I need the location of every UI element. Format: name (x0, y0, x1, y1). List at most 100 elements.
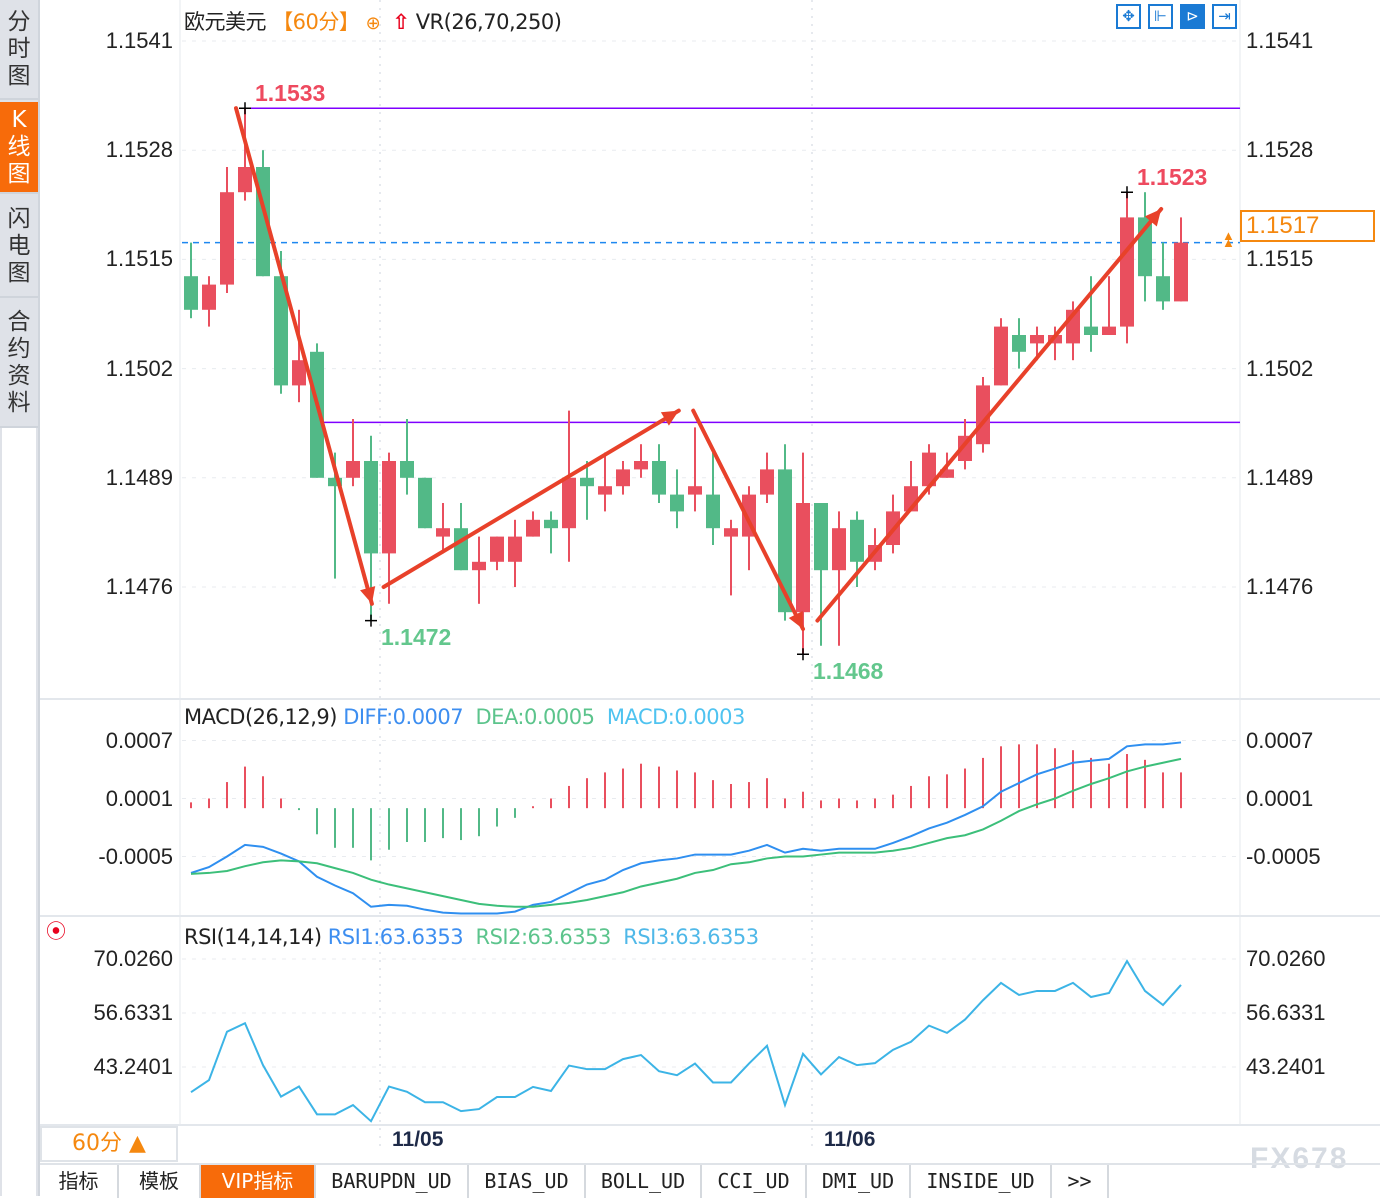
candle-body (598, 486, 612, 495)
sidebar-item-flash-chart[interactable]: 闪电图 (0, 196, 38, 298)
candle-body (616, 469, 630, 487)
watermark-logo: FX678 (1250, 1142, 1349, 1175)
crosshair-circle-icon[interactable]: ⊕ (365, 13, 381, 34)
candle-body (328, 477, 342, 487)
scroll-right-icon: ⊳ (1186, 8, 1199, 25)
candle-body (634, 461, 648, 470)
period-label: 【60分】 (272, 10, 360, 34)
date-label: 11/05 (392, 1128, 444, 1151)
candle-body (652, 461, 666, 495)
sidebar-item-label: 分时图 (7, 8, 31, 89)
y-axis-tick-label: 1.1476 (105, 574, 173, 599)
y-axis-tick-label: 1.1476 (1246, 574, 1314, 599)
candle-body (544, 519, 558, 529)
macd-name: MACD(26,12,9) (184, 705, 338, 729)
diff-line (190, 741, 1182, 915)
arrowhead-icon (660, 410, 679, 426)
sidebar-item-kline[interactable]: K线图 (0, 102, 38, 194)
candle-body (274, 276, 288, 386)
candle-body (1084, 326, 1098, 335)
y-axis-tick-label: 1.1502 (105, 355, 173, 381)
scroll-left-icon: ⊩ (1153, 8, 1168, 25)
crosshair-button[interactable]: ✥ (1116, 4, 1141, 29)
red-up-arrow-icon: ⇧ (392, 10, 410, 34)
horizontal-levels (245, 107, 1240, 424)
y-axis-tick-label: -0.0005 (1246, 843, 1321, 869)
y-axis-tick-label: 1.1541 (1246, 28, 1314, 53)
candle-body (526, 519, 540, 537)
rsi-name: RSI(14,14,14) (184, 925, 322, 949)
jump-to-end-button[interactable]: ⇥ (1212, 4, 1237, 29)
rsi-pane (190, 959, 1182, 1123)
tab-more[interactable]: >> (1052, 1165, 1109, 1198)
candle-body (472, 561, 486, 571)
candle-body (346, 461, 360, 478)
candles (184, 102, 1188, 661)
symbol-name: 欧元美元 (184, 10, 267, 34)
recent-high-label: 1.1523 (1137, 164, 1208, 190)
tab-vip-indicators[interactable]: VIP指标 (201, 1165, 316, 1198)
extreme-marker-icon (365, 614, 377, 627)
candle-body (382, 461, 396, 554)
tab-bias[interactable]: BIAS_UD (469, 1165, 586, 1198)
low-price-label: 1.1468 (813, 658, 884, 684)
y-axis-tick-label: 43.2401 (1246, 1053, 1326, 1079)
candle-body (490, 536, 504, 562)
pane-frames (40, 0, 1380, 1126)
rsi3-value: RSI3:63.6353 (623, 925, 759, 949)
candle-body (922, 452, 936, 487)
current-price-label: 1.1517 (1240, 210, 1375, 242)
extreme-marker-icon (1121, 186, 1133, 199)
tab-barupdn[interactable]: BARUPDN_UD (316, 1165, 469, 1198)
candle-body (292, 360, 306, 386)
scroll-right-button[interactable]: ⊳ (1180, 4, 1205, 29)
candle-body (706, 494, 720, 529)
dea-line (190, 757, 1182, 908)
candle-body (994, 326, 1008, 386)
tab-inside[interactable]: INSIDE_UD (911, 1165, 1052, 1198)
tab-dmi[interactable]: DMI_UD (807, 1165, 911, 1198)
candle-body (670, 494, 684, 512)
target-settings-icon[interactable]: ⦿ (46, 921, 66, 943)
chart-header: 欧元美元 【60分】 ⊕ ⇧ VR(26,70,250) (184, 6, 562, 36)
candle-body (850, 519, 864, 562)
tab-cci[interactable]: CCI_UD (702, 1165, 807, 1198)
y-axis-tick-label: 1.1515 (105, 246, 173, 272)
y-axis-tick-label: 1.1515 (1246, 246, 1314, 272)
y-axis-tick-label: 56.6331 (1246, 999, 1326, 1025)
sidebar-item-label: 闪电图 (7, 205, 31, 286)
candle-body (220, 192, 234, 285)
y-axis-tick-label: 1.1528 (1246, 137, 1314, 163)
tab-indicators[interactable]: 指标 (40, 1165, 119, 1198)
price-pointer-icon: ▲ ▲ (1222, 228, 1235, 250)
y-axis-tick-label: 56.6331 (93, 999, 173, 1025)
candle-body (400, 461, 414, 478)
arrowhead-icon (788, 611, 803, 629)
candle-body (184, 276, 198, 310)
extreme-marker-icon (239, 102, 251, 115)
scroll-left-button[interactable]: ⊩ (1148, 4, 1173, 29)
sidebar-item-contract-info[interactable]: 合约资料 (0, 300, 38, 428)
tab-templates[interactable]: 模板 (119, 1165, 201, 1198)
candle-body (796, 503, 810, 613)
y-axis-tick-label: 70.0260 (93, 946, 173, 971)
date-label: 11/06 (824, 1128, 876, 1151)
high-price-label: 1.1533 (255, 80, 326, 106)
candle-body (940, 469, 954, 478)
candle-body (724, 528, 738, 537)
y-axis-tick-label: 1.1528 (105, 137, 173, 163)
rsi2-value: RSI2:63.6353 (475, 925, 611, 949)
sidebar-item-timeshare[interactable]: 分时图 (0, 0, 38, 100)
arrowhead-icon (360, 586, 376, 604)
trend-arrow-line (815, 207, 1164, 623)
low-price-label: 1.1472 (381, 624, 452, 650)
y-axis-tick-label: 0.0007 (105, 727, 173, 753)
candle-body (760, 469, 774, 495)
candle-body (688, 486, 702, 495)
rsi-line (190, 959, 1182, 1123)
dea-value: DEA:0.0005 (475, 705, 596, 729)
trend-arrow-line (234, 106, 374, 606)
period-selector[interactable]: 60分 ▲ (40, 1126, 178, 1162)
tab-boll[interactable]: BOLL_UD (586, 1165, 702, 1198)
